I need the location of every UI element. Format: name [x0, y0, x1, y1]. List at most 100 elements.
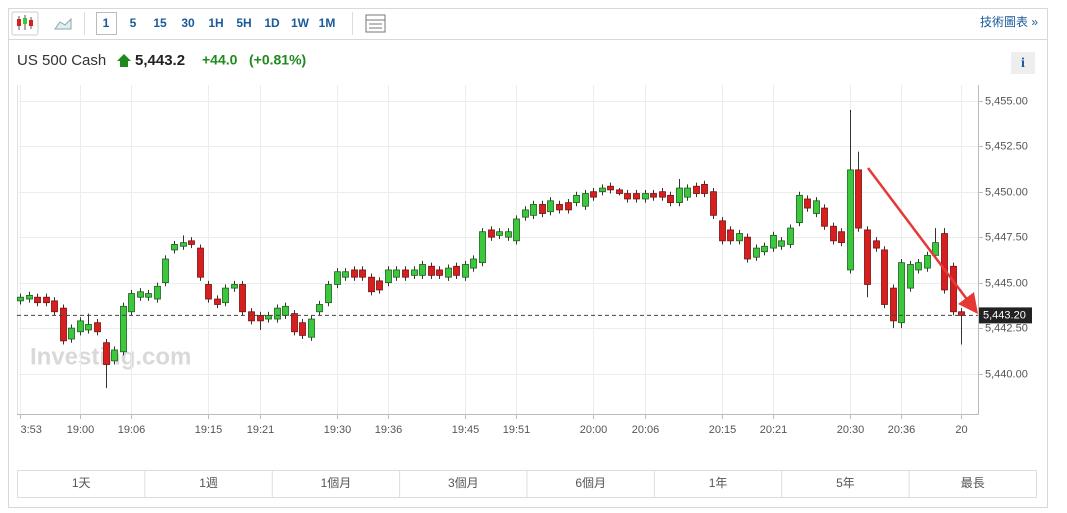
y-tick-label: 5,442.50	[985, 322, 1028, 334]
price: 5,443.2	[135, 52, 185, 69]
area-icon[interactable]	[54, 17, 72, 30]
instrument-name: US 500 Cash	[17, 52, 106, 69]
candle-body	[701, 184, 708, 194]
range-button[interactable]: 1週	[199, 476, 218, 490]
candle-body	[291, 313, 298, 333]
range-button[interactable]: 1年	[709, 476, 728, 490]
candle-body	[376, 280, 383, 291]
candle-body	[650, 193, 657, 198]
candle-body	[821, 207, 828, 227]
interval-button[interactable]: 15	[153, 16, 167, 30]
info-button[interactable]	[1011, 52, 1035, 74]
x-tick-label: 19:00	[67, 424, 95, 436]
candle-body	[325, 284, 332, 304]
candle-body	[505, 231, 512, 238]
info-label[interactable]: i	[1021, 56, 1025, 71]
last-price-label: 5,443.20	[983, 309, 1026, 321]
candle-body	[43, 296, 50, 304]
y-tick-label: 5,455.00	[985, 95, 1028, 107]
candle-body	[547, 200, 554, 213]
technical-chart-link[interactable]: 技術圖表 »	[980, 15, 1038, 29]
candle-icon[interactable]	[11, 11, 39, 36]
up-arrow	[117, 54, 131, 67]
watermark: Investing.com	[30, 343, 191, 370]
candle-body	[513, 218, 520, 242]
candle-body	[231, 284, 238, 289]
candle-body	[838, 231, 845, 244]
interval-button[interactable]: 1D	[264, 16, 280, 30]
interval-button[interactable]: 5	[130, 16, 137, 30]
candle-body	[342, 271, 349, 278]
range-button[interactable]: 3個月	[448, 476, 479, 490]
candle-body	[941, 233, 948, 291]
candle-body	[359, 269, 366, 278]
y-tick-label: 5,452.50	[985, 140, 1028, 152]
candle-body	[710, 191, 717, 216]
candle-body	[950, 265, 957, 313]
candle-body	[847, 169, 854, 271]
candle-body	[599, 187, 606, 193]
candle-body	[787, 227, 794, 245]
interval-button[interactable]: 1	[103, 16, 110, 30]
candle-body	[744, 236, 751, 260]
candle-body	[736, 233, 743, 242]
x-tick-label: 20:30	[837, 424, 865, 436]
candle-body	[881, 249, 888, 305]
x-tick-label: 19:51	[503, 424, 531, 436]
candle-body	[556, 204, 563, 211]
x-tick-label: 19:15	[195, 424, 223, 436]
candle-body	[77, 320, 84, 333]
candle-body	[915, 262, 922, 271]
range-button[interactable]: 1個月	[321, 476, 352, 490]
candle-body	[274, 307, 281, 320]
candle-body	[436, 269, 443, 276]
candle-body	[770, 234, 777, 249]
candle-body	[813, 200, 820, 214]
x-tick-label: 19:30	[324, 424, 352, 436]
candle-body	[68, 327, 75, 340]
candle-body	[667, 194, 674, 204]
candle-body	[257, 315, 264, 322]
candle-body	[222, 287, 229, 304]
range-button[interactable]: 6個月	[575, 476, 606, 490]
y-tick-label: 5,445.00	[985, 277, 1028, 289]
candle-body	[180, 242, 187, 247]
candle-body	[197, 247, 204, 278]
table-icon[interactable]	[365, 14, 386, 33]
candle-body	[111, 349, 118, 362]
candle-body	[642, 193, 649, 200]
candle-body	[351, 269, 358, 278]
candle-body	[154, 285, 161, 300]
candle-body	[719, 220, 726, 242]
candle-body	[873, 240, 880, 249]
interval-button[interactable]: 1M	[319, 16, 336, 30]
last-price-box	[979, 307, 1032, 324]
x-tick-label: 20:00	[580, 424, 608, 436]
range-button[interactable]: 1天	[72, 476, 91, 490]
range-button[interactable]: 5年	[836, 476, 855, 490]
candle-body	[496, 231, 503, 236]
candle-body	[479, 231, 486, 264]
interval-button[interactable]: 1W	[291, 16, 310, 30]
x-tick-label: 20:15	[709, 424, 737, 436]
interval-button[interactable]: 5H	[236, 16, 251, 30]
x-tick-label: 20	[955, 424, 967, 436]
candle-body	[462, 264, 469, 278]
interval-selected[interactable]	[96, 12, 117, 35]
candle-body	[616, 189, 623, 194]
candle-body	[796, 194, 803, 224]
candle-body	[958, 311, 965, 316]
interval-button[interactable]: 1H	[208, 16, 223, 30]
candle-body	[445, 267, 452, 278]
candle-body	[855, 169, 862, 229]
candle-body	[239, 284, 246, 313]
candle-body	[402, 269, 409, 278]
candle-body	[385, 269, 392, 284]
candle-body	[633, 193, 640, 200]
candle-body	[137, 291, 144, 298]
candle-body	[890, 287, 897, 322]
candle-body	[60, 307, 67, 342]
candle-body	[932, 242, 939, 256]
interval-button[interactable]: 30	[181, 16, 195, 30]
range-button[interactable]: 最長	[961, 476, 985, 490]
